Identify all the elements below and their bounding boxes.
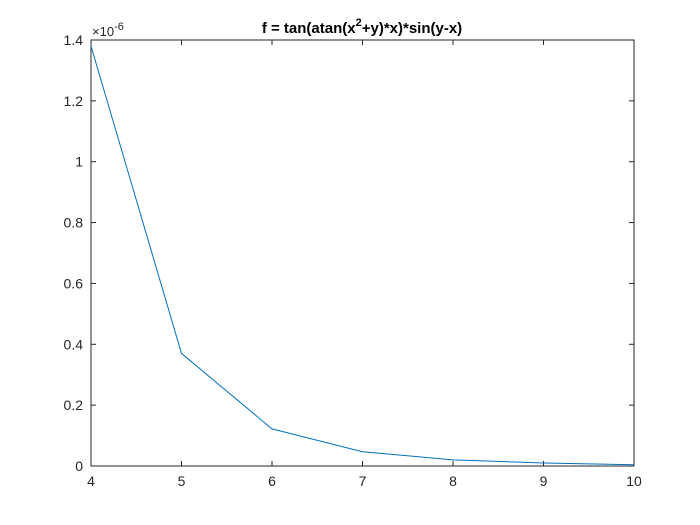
- data-point: [633, 464, 635, 466]
- x-tick-label: 9: [540, 473, 548, 489]
- plot-area: [90, 39, 635, 467]
- series-layer: [90, 45, 635, 466]
- x-tick-label: 8: [449, 473, 457, 489]
- data-point: [542, 462, 545, 464]
- data-point: [452, 459, 454, 461]
- y-tick-label: 0.8: [64, 215, 84, 231]
- y-tick-label: 0.2: [64, 397, 84, 413]
- x-tick-label: 10: [626, 473, 642, 489]
- x-axis: 4 5 6 7 8 9 10: [87, 40, 642, 489]
- y-tick-label: 1.4: [64, 32, 84, 48]
- y-axis: 0 0.2 0.4 0.6 0.8 1 1.2 1.4: [64, 32, 634, 474]
- data-point: [271, 428, 273, 430]
- data-point: [180, 352, 183, 355]
- x-tick-label: 7: [359, 473, 367, 489]
- y-tick-label: 0.6: [64, 275, 84, 291]
- y-exponent-label: ×10-6: [92, 21, 124, 39]
- x-tick-label: 4: [87, 473, 95, 489]
- x-tick-label: 6: [268, 473, 276, 489]
- y-tick-label: 1.2: [64, 93, 84, 109]
- data-point: [361, 451, 364, 453]
- y-tick-label: 1: [75, 154, 83, 170]
- chart-title: f = tan(atan(x2+y)*x)*sin(y-x): [262, 17, 462, 37]
- data-point: [90, 45, 92, 47]
- y-tick-label: 0: [75, 458, 83, 474]
- y-tick-label: 0.4: [64, 336, 84, 352]
- x-tick-label: 5: [178, 473, 186, 489]
